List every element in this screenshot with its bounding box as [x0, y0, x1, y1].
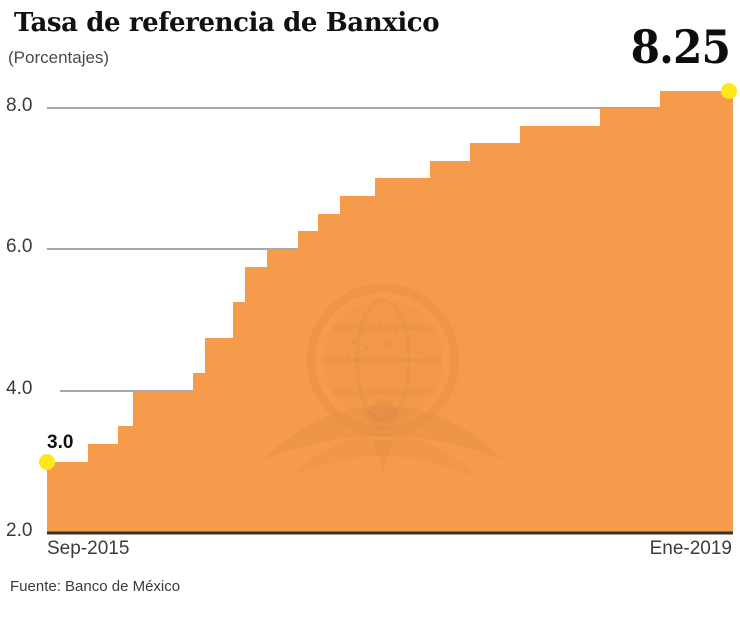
- y-tick-label-4: 4.0: [6, 378, 33, 399]
- y-tick-label-8: 8.0: [6, 95, 33, 116]
- page-title: Tasa de referencia de Banxico: [14, 8, 440, 38]
- chart-subtitle: (Porcentajes): [8, 48, 110, 67]
- start-value-label: 3.0: [47, 432, 74, 453]
- x-tick-label-end: Ene-2019: [649, 538, 732, 559]
- source-note: Fuente: Banco de México: [10, 578, 181, 595]
- area-series-tasa-referencia: [47, 91, 733, 533]
- y-tick-label-6: 6.0: [6, 236, 33, 257]
- current-value-callout: 8.25: [630, 20, 731, 74]
- y-tick-label-2: 2.0: [6, 520, 33, 541]
- start-point-marker: [39, 454, 55, 470]
- x-tick-label-start: Sep-2015: [47, 538, 130, 559]
- end-point-marker: [721, 83, 737, 99]
